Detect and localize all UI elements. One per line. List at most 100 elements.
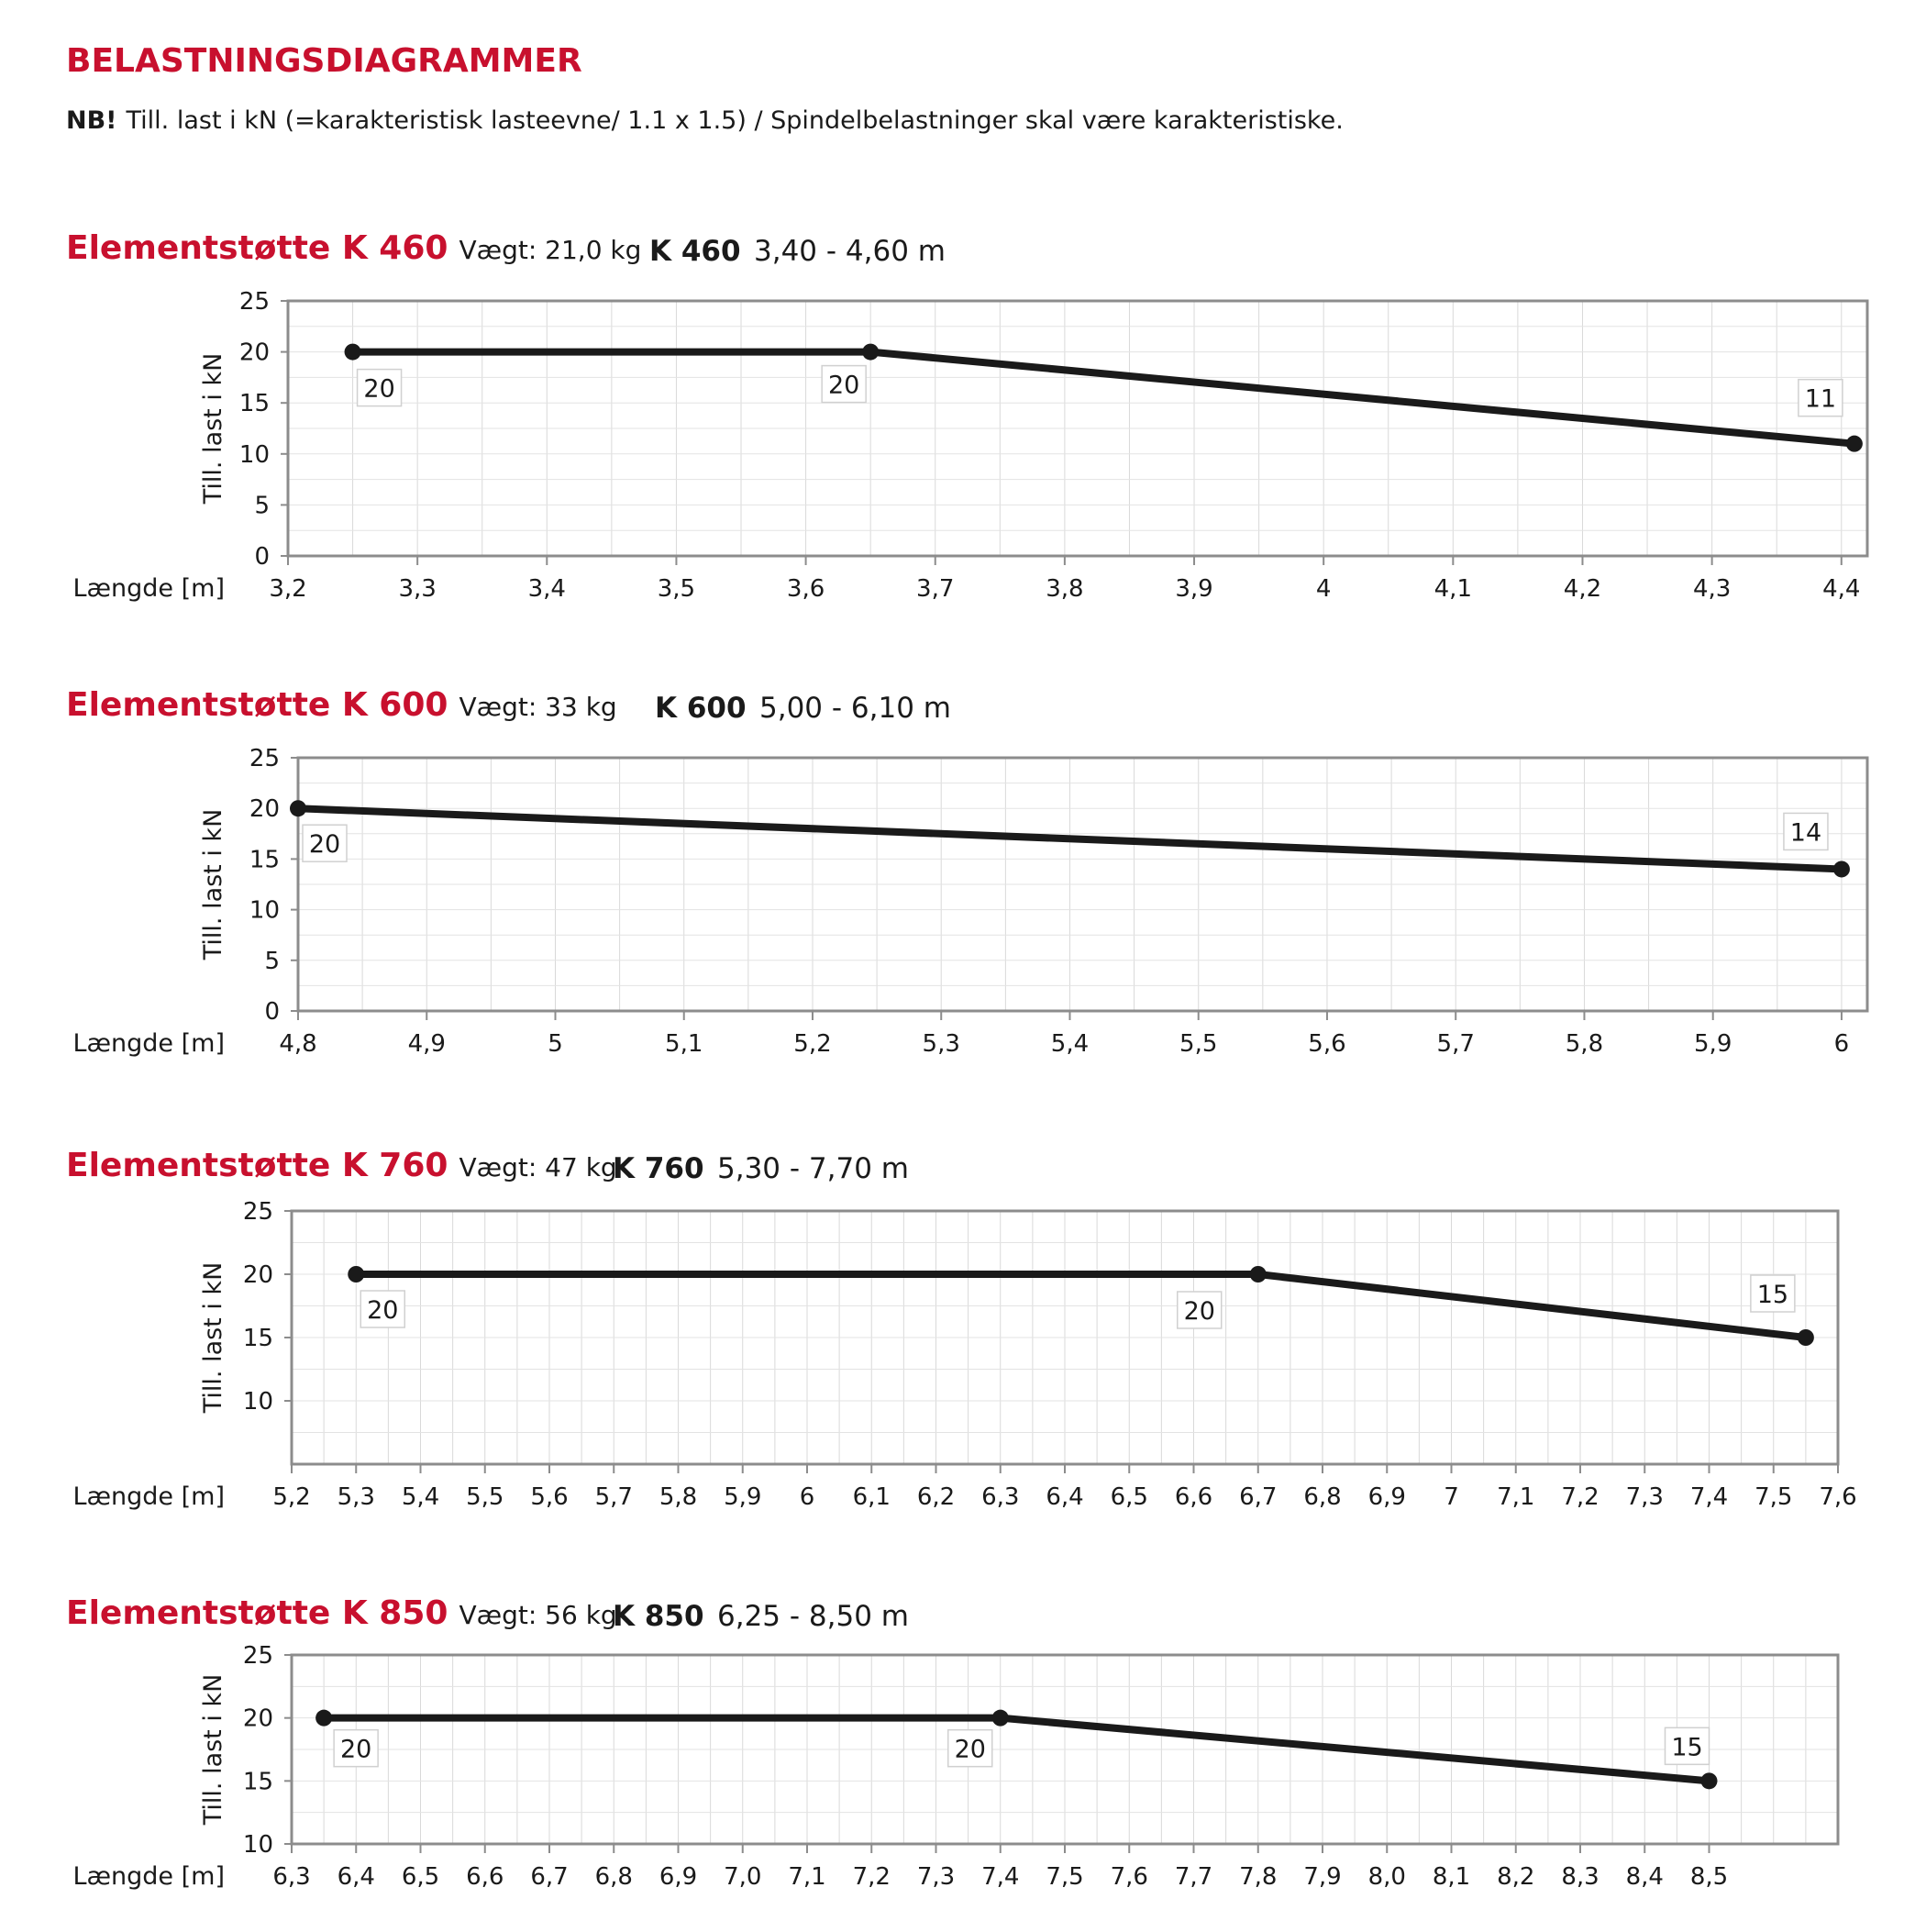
data-point xyxy=(991,1709,1009,1727)
section-title: Elementstøtte K 600 xyxy=(66,686,448,724)
x-tick-label: 5,3 xyxy=(923,1030,960,1058)
plot-frame xyxy=(296,756,1869,1013)
x-tick-label: 4,4 xyxy=(1822,575,1860,603)
x-tick-label: 7,1 xyxy=(1497,1483,1534,1511)
x-tick-label: 7,1 xyxy=(788,1863,825,1891)
data-label-box xyxy=(1177,1291,1223,1329)
x-tick-label: 8,4 xyxy=(1626,1863,1664,1891)
chart-k760: 10 15 20 25 5,2 5,3 5,4 5,5 5,6 5,7 5,8 5,9 6 6,1 6,2 6… xyxy=(72,1198,1856,1511)
x-tick-label: 7,6 xyxy=(1819,1483,1856,1511)
data-label-box xyxy=(1783,812,1829,851)
data-point xyxy=(315,1709,333,1727)
y-tick-label: 15 xyxy=(239,390,270,417)
y-tick-label: 25 xyxy=(243,1642,273,1670)
chart-k600: 0 5 10 15 20 25 4,8 4,9 5 5,1 5,2 5,3 5,4 5,5 5,6 5,7 5,… xyxy=(72,745,1869,1058)
y-tick-label: 20 xyxy=(243,1705,273,1733)
y-tick-label: 15 xyxy=(249,846,280,873)
x-tick-label: 7,8 xyxy=(1239,1863,1277,1891)
data-label: 20 xyxy=(309,830,340,859)
data-label-box xyxy=(947,1728,993,1768)
x-tick-label: 6,4 xyxy=(338,1863,375,1891)
x-axis-label: Længde [m] xyxy=(72,574,225,603)
y-tick-label: 10 xyxy=(249,897,280,925)
data-point xyxy=(348,1266,365,1282)
chart-k460: 0 5 10 15 20 25 3,2 3,3 3,4 3,5 3,6 3,7 3,8 3,9 4 4,1 4,… xyxy=(72,288,1869,603)
x-tick-label: 4,1 xyxy=(1434,575,1472,603)
y-tick-label: 10 xyxy=(243,1388,273,1416)
y-tick-label: 10 xyxy=(239,441,270,469)
x-tick-label: 6,2 xyxy=(917,1483,955,1511)
x-tick-label: 6,1 xyxy=(853,1483,891,1511)
section-weight: Vægt: 47 kg xyxy=(459,1152,617,1183)
x-tick-label: 7,3 xyxy=(1626,1483,1664,1511)
x-tick-label: 5,8 xyxy=(1566,1030,1603,1058)
y-tick-label: 25 xyxy=(243,1198,273,1226)
x-tick-label: 8,2 xyxy=(1497,1863,1534,1891)
x-tick-label: 5,2 xyxy=(272,1483,310,1511)
data-label-box xyxy=(333,1728,379,1768)
note-label: NB! xyxy=(66,106,117,135)
x-tick-label: 6,9 xyxy=(659,1863,697,1891)
x-tick-label: 7,0 xyxy=(724,1863,761,1891)
x-tick-label: 5,8 xyxy=(659,1483,697,1511)
section-weight: Vægt: 33 kg xyxy=(459,692,617,722)
data-label-box xyxy=(821,364,867,404)
y-axis-label: Till. last i kN xyxy=(199,353,227,505)
data-point xyxy=(290,800,306,817)
section-title: Elementstøtte K 760 xyxy=(66,1147,448,1184)
x-tick-label: 5,2 xyxy=(793,1030,831,1058)
x-tick-label: 5,5 xyxy=(466,1483,504,1511)
section-header-k600: Elementstøtte K 600 Vægt: 33 kg K 600 5,0… xyxy=(66,686,951,725)
x-tick-label: 5,3 xyxy=(338,1483,375,1511)
x-tick-label: 5,9 xyxy=(1694,1030,1732,1058)
y-tick-label: 0 xyxy=(264,998,280,1026)
x-axis-label: Længde [m] xyxy=(72,1482,225,1511)
x-tick-label: 6,6 xyxy=(466,1863,504,1891)
data-label: 20 xyxy=(828,372,859,400)
y-tick-label: 15 xyxy=(243,1325,273,1352)
x-tick-label: 5,6 xyxy=(530,1483,568,1511)
section-weight: Vægt: 56 kg xyxy=(459,1600,617,1630)
x-tick-label: 6,4 xyxy=(1046,1483,1083,1511)
series-line xyxy=(349,348,1858,448)
section-title: Elementstøtte K 460 xyxy=(66,229,448,267)
y-tick-label: 25 xyxy=(249,745,280,772)
x-tick-label: 4,8 xyxy=(279,1030,316,1058)
x-tick-label: 7,9 xyxy=(1303,1863,1341,1891)
data-label: 20 xyxy=(1184,1297,1215,1326)
y-tick-label: 0 xyxy=(254,543,270,571)
data-point xyxy=(344,343,361,361)
x-tick-label: 5,4 xyxy=(1051,1030,1089,1058)
x-tick-label: 3,2 xyxy=(269,575,306,603)
grid xyxy=(291,1210,1839,1465)
data-label: 20 xyxy=(955,1736,986,1764)
x-tick-label: 6,9 xyxy=(1368,1483,1406,1511)
y-tick-label: 5 xyxy=(254,492,270,519)
data-label-box xyxy=(1798,378,1843,417)
section-model: K 760 xyxy=(613,1152,704,1185)
section-model: K 460 xyxy=(649,235,741,268)
chart-k850: 10 15 20 25 6,3 6,4 6,5 6,6 6,7 6,8 6,9 7,0 7,1 7,2 7,… xyxy=(72,1642,1840,1891)
x-tick-label: 7 xyxy=(1444,1483,1459,1511)
x-tick-label: 3,3 xyxy=(398,575,436,603)
data-label-box xyxy=(356,368,403,407)
x-tick-label: 5,7 xyxy=(595,1483,633,1511)
x-tick-label: 8,5 xyxy=(1690,1863,1728,1891)
data-label-box xyxy=(360,1290,405,1328)
section-header-k460: Elementstøtte K 460 Vægt: 21,0 kg K 460 3… xyxy=(66,229,946,268)
note-text: Till. last i kN (=karakteristisk lasteev… xyxy=(126,106,1344,135)
section-range: 5,30 - 7,70 m xyxy=(717,1152,909,1185)
x-tick-label: 3,6 xyxy=(787,575,825,603)
section-range: 3,40 - 4,60 m xyxy=(754,235,946,268)
x-tick-label: 4,3 xyxy=(1693,575,1731,603)
x-axis-label: Længde [m] xyxy=(72,1029,225,1058)
y-axis-label: Till. last i kN xyxy=(199,1674,227,1827)
x-tick-label: 6,6 xyxy=(1175,1483,1212,1511)
x-axis-label: Længde [m] xyxy=(72,1862,225,1891)
data-label: 20 xyxy=(363,375,394,404)
x-tick-label: 8,0 xyxy=(1368,1863,1406,1891)
x-tick-label: 6,7 xyxy=(1239,1483,1277,1511)
data-label: 20 xyxy=(367,1296,398,1325)
x-tick-label: 5,1 xyxy=(665,1030,703,1058)
grid xyxy=(291,1654,1839,1845)
